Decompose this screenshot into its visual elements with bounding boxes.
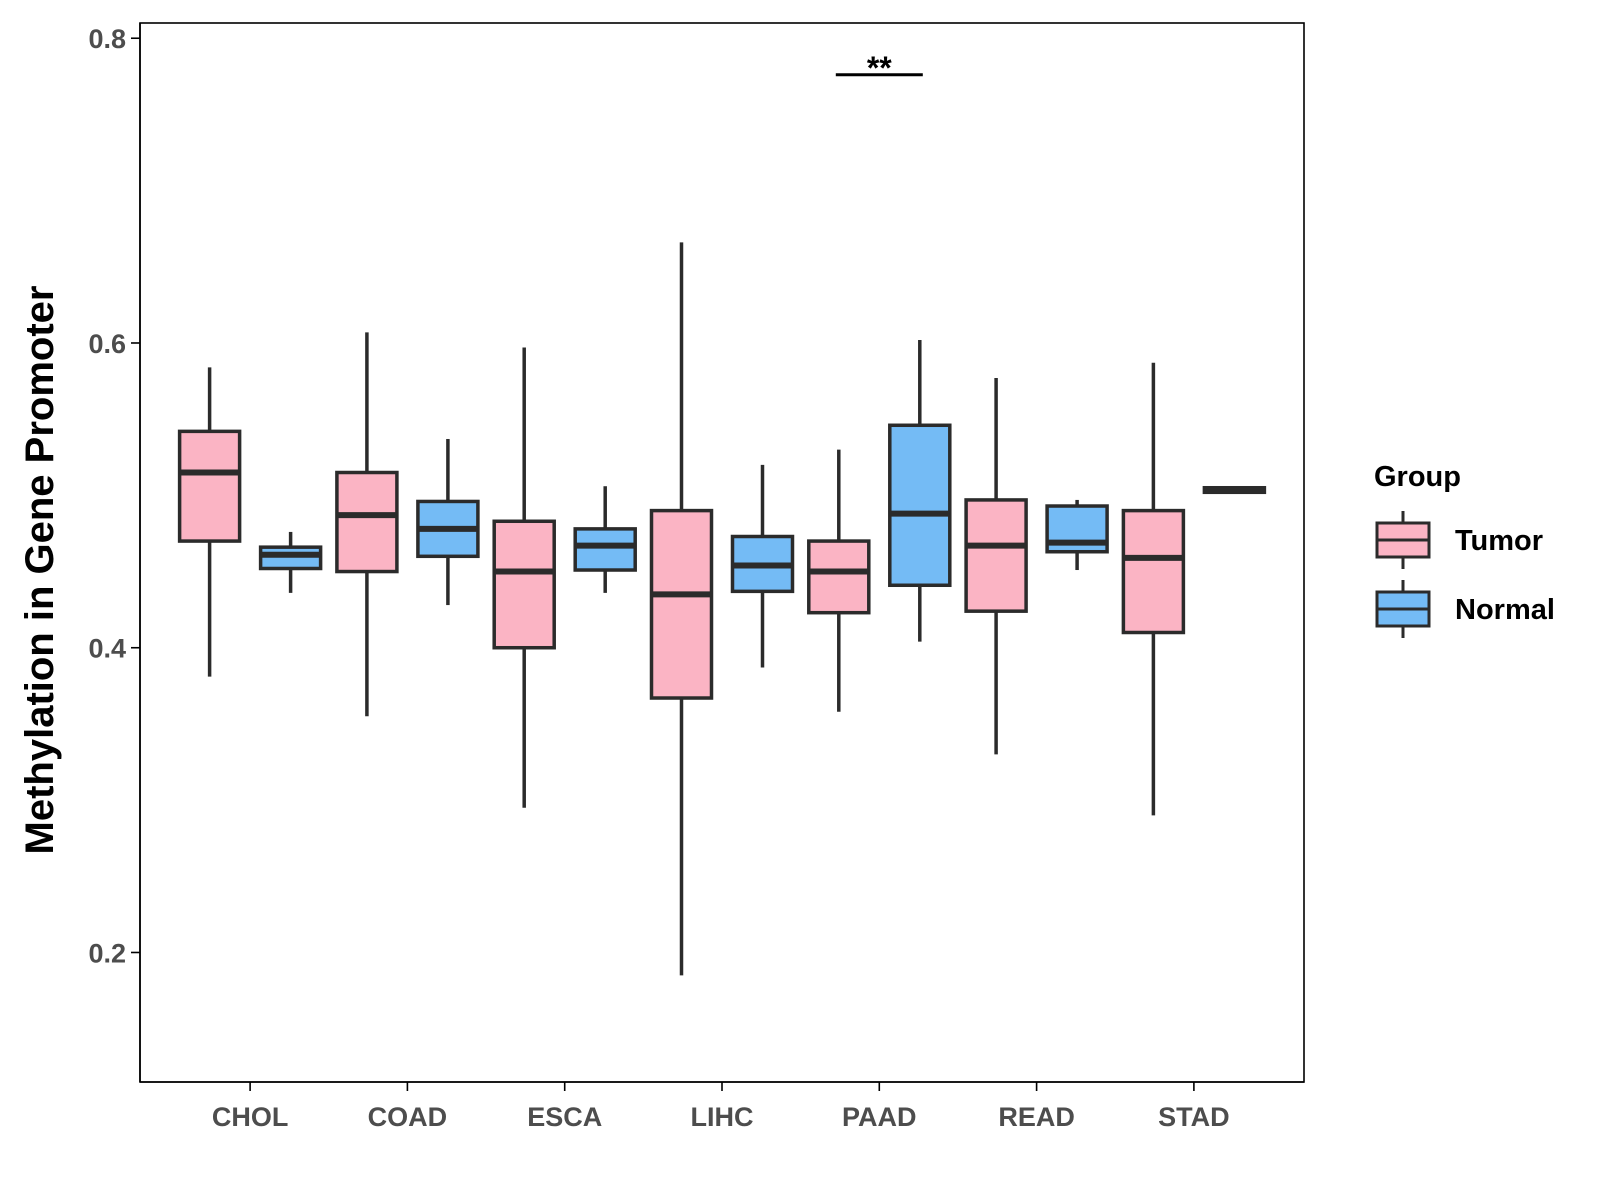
box-normal-coad [416, 438, 480, 606]
box-tumor-stad [1121, 362, 1186, 816]
box-normal-chol [258, 531, 323, 593]
plot-panel [139, 22, 1305, 1083]
box-tumor-lihc [649, 242, 714, 976]
legend-label: Normal [1455, 594, 1555, 626]
box-series [177, 242, 1267, 976]
box-tumor-coad [335, 332, 399, 717]
legend-label: Tumor [1455, 525, 1543, 557]
box-normal-stad [1202, 485, 1267, 495]
significance-label: ** [867, 50, 892, 86]
significance-annotations: ** [835, 50, 923, 86]
box-tumor-esca [492, 347, 556, 808]
y-tick-label: 0.2 [88, 938, 126, 968]
box-tumor-read [964, 378, 1028, 755]
x-tick-label: PAAD [842, 1102, 917, 1132]
box-body [177, 429, 242, 543]
legend-entry-tumor: Tumor [1375, 511, 1543, 569]
box-tumor-chol [177, 367, 242, 677]
box-body [1121, 508, 1186, 635]
x-tick-label: COAD [368, 1102, 448, 1132]
y-tick-label: 0.4 [88, 634, 126, 664]
y-axis-title: Methylation in Gene Promoter [18, 286, 62, 855]
y-tick-label: 0.6 [88, 329, 126, 359]
box-body [964, 498, 1028, 613]
x-tick-label: READ [998, 1102, 1075, 1132]
box-body [807, 539, 871, 615]
y-axis-ticks: 0.2 0.4 0.6 0.8 [88, 24, 140, 968]
box-body [649, 508, 714, 700]
x-tick-label: LIHC [691, 1102, 754, 1132]
box-normal-paad [888, 339, 952, 642]
legend-entries: Tumor Normal [1375, 511, 1555, 638]
legend-entry-normal: Normal [1375, 580, 1555, 638]
box-body [888, 423, 952, 588]
box-body [492, 519, 556, 650]
legend-title: Group [1374, 461, 1461, 493]
box-body [573, 527, 637, 572]
x-tick-label: CHOL [212, 1102, 289, 1132]
box-tumor-paad [807, 449, 871, 712]
x-tick-label: ESCA [527, 1102, 602, 1132]
box-body [258, 545, 323, 571]
x-tick-label: STAD [1158, 1102, 1230, 1132]
box-normal-read [1045, 499, 1109, 571]
legend: Group Tumor Normal [1374, 461, 1555, 638]
box-normal-esca [573, 486, 637, 593]
y-tick-label: 0.8 [88, 24, 126, 54]
box-body [335, 470, 399, 574]
x-axis-ticks: CHOL COAD ESCA LIHC PAAD READ STAD [212, 1082, 1230, 1132]
box-normal-lihc [730, 464, 795, 668]
